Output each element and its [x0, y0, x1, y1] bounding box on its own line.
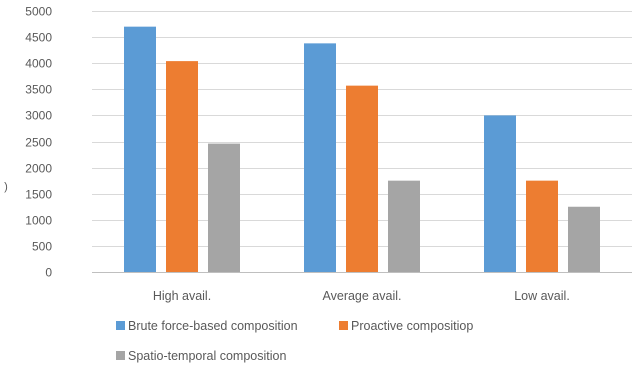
legend-swatch	[116, 351, 125, 360]
legend-label: Proactive compositiop	[351, 319, 473, 333]
x-category-label: High avail.	[153, 289, 211, 303]
y-axis-tick-labels: 0 500 1000 1500 2000 2500 3000 3500 4000 4500 5000	[25, 5, 52, 280]
legend-item: Brute force-based composition	[116, 319, 298, 333]
y-tick-label: 4500	[25, 31, 52, 45]
bar-proactive-compositiop-average-avail-	[346, 85, 378, 273]
bar-proactive-compositiop-high-avail-	[166, 61, 198, 272]
legend: Brute force-based composition Proactive c…	[116, 319, 473, 363]
y-tick-label: 1000	[25, 214, 52, 228]
y-tick-label: 2000	[25, 162, 52, 176]
bar-spatio-temporal-composition-high-avail-	[208, 143, 240, 272]
y-tick-label: 500	[32, 240, 52, 254]
legend-item: Proactive compositiop	[339, 319, 473, 333]
legend-swatch	[116, 321, 125, 330]
bars	[124, 26, 600, 273]
legend-swatch	[339, 321, 348, 330]
y-axis-label: )	[4, 181, 8, 193]
x-axis-category-labels: High avail. Average avail. Low avail.	[153, 289, 570, 303]
bar-brute-force-based-composition-low-avail-	[484, 115, 516, 273]
bar-brute-force-based-composition-high-avail-	[124, 26, 156, 272]
x-category-label: Average avail.	[323, 289, 402, 303]
x-category-label: Low avail.	[514, 289, 570, 303]
y-tick-label: 3500	[25, 83, 52, 97]
legend-label: Spatio-temporal composition	[128, 349, 286, 363]
y-tick-label: 3000	[25, 109, 52, 123]
y-tick-label: 2500	[25, 136, 52, 150]
y-tick-label: 4000	[25, 57, 52, 71]
y-tick-label: 0	[45, 266, 52, 280]
bar-brute-force-based-composition-average-avail-	[304, 43, 336, 272]
legend-label: Brute force-based composition	[128, 319, 298, 333]
bar-spatio-temporal-composition-average-avail-	[388, 180, 420, 272]
y-tick-label: 1500	[25, 188, 52, 202]
bar-proactive-compositiop-low-avail-	[526, 180, 558, 272]
legend-item: Spatio-temporal composition	[116, 349, 286, 363]
bar-spatio-temporal-composition-low-avail-	[568, 206, 600, 272]
y-tick-label: 5000	[25, 5, 52, 19]
